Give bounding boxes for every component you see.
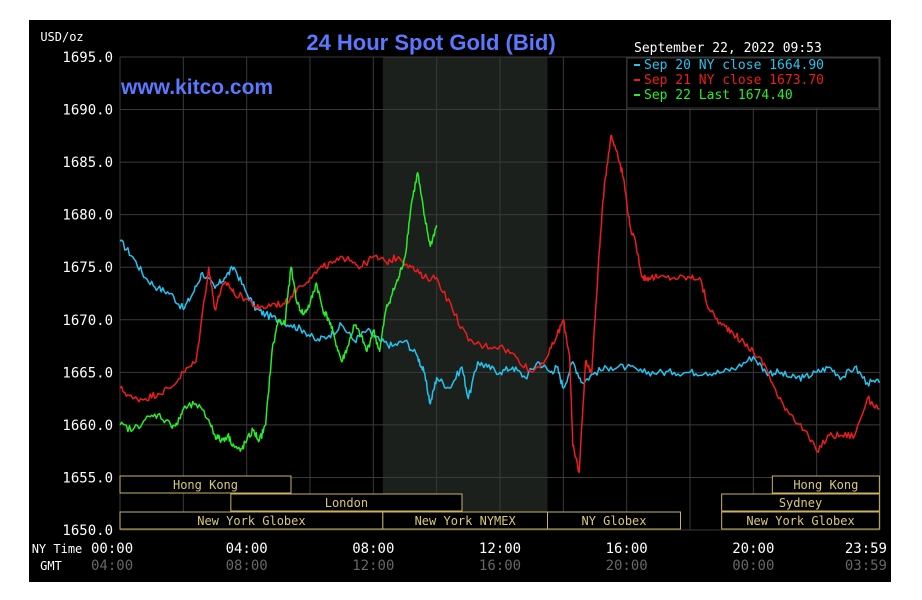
x-tick-label-ny: 00:00 [91,541,133,557]
session-box [771,475,880,494]
legend-label: Sep 21 NY close 1673.70 [644,73,824,88]
y-tick-label: 1665.0 [62,365,113,381]
session-new-york-nymex: New York NYMEX [382,511,549,530]
x-tick-label-gmt: 03:59 [845,558,887,574]
session-box [721,511,880,530]
legend-label: Sep 20 NY close 1664.90 [644,58,824,73]
y-tick-label: 1655.0 [62,470,113,486]
x-tick-label-ny: 16:00 [606,541,648,557]
legend-entry: Sep 22 Last 1674.40 [634,88,793,103]
y-tick-label: 1685.0 [62,155,113,171]
series-line-3 [119,171,438,452]
watermark: www.kitco.com [120,76,273,99]
x-tick-label-ny: 12:00 [479,541,521,557]
legend-box [626,57,880,109]
x-tick-label-gmt: 00:00 [732,558,774,574]
session-sydney: Sydney [721,493,880,512]
series-line-2 [119,134,880,473]
session-box [119,475,292,494]
y-tick-label: 1680.0 [62,208,113,224]
x-tick-label-ny: 20:00 [732,541,774,557]
session-ny-globex: NY Globex [547,511,681,530]
y-tick-label: 1690.0 [62,103,113,119]
session-label: New York Globex [746,514,854,528]
x-tick-label-ny: 04:00 [226,541,268,557]
session-label: NY Globex [581,514,646,528]
session-new-york-globex: New York Globex [721,511,880,530]
session-new-york-globex: New York Globex [119,511,384,530]
y-tick-label: 1675.0 [62,260,113,276]
x-tick-label-ny: 23:59 [845,541,887,557]
timestamp: September 22, 2022 09:53 [634,41,822,56]
nymex-session-shade [382,57,548,530]
y-tick-label: 1650.0 [62,523,113,539]
chart-frame: Hong Kong London New York Globex New York N… [29,20,891,582]
session-label: London [325,496,368,510]
session-box [547,511,681,530]
x-tick-label-gmt: 20:00 [606,558,648,574]
x-tick-label-gmt: 12:00 [352,558,394,574]
chart-title: 24 Hour Spot Gold (Bid) [306,30,555,55]
y-axis-unit: USD/oz [40,30,83,44]
legend-entry: Sep 20 NY close 1664.90 [634,58,824,73]
session-label: Hong Kong [793,478,858,492]
session-hong-kong: Hong Kong [119,475,292,494]
session-label: New York Globex [197,514,305,528]
x-tick-label-gmt: 16:00 [479,558,521,574]
y-tick-label: 1660.0 [62,418,113,434]
x-tick-label-gmt: 08:00 [226,558,268,574]
x-tick-label-ny: 08:00 [352,541,394,557]
x-axis-row-label-ny: NY Time [32,542,83,556]
session-label: Hong Kong [173,478,238,492]
legend-entry: Sep 21 NY close 1673.70 [634,73,824,88]
legend-label: Sep 22 Last 1674.40 [644,88,793,103]
session-label: New York NYMEX [415,514,517,528]
session-box [230,493,463,512]
session-london: London [230,493,463,512]
y-tick-label: 1695.0 [62,50,113,66]
session-label: Sydney [779,496,822,510]
session-hong-kong: Hong Kong [771,475,880,494]
y-tick-label: 1670.0 [62,313,113,329]
gold-price-chart: Hong Kong London New York Globex New York N… [29,20,891,582]
x-tick-label-gmt: 04:00 [91,558,133,574]
session-box [721,493,880,512]
series-line-1 [119,239,881,405]
x-axis-row-label-gmt: GMT [40,559,62,573]
